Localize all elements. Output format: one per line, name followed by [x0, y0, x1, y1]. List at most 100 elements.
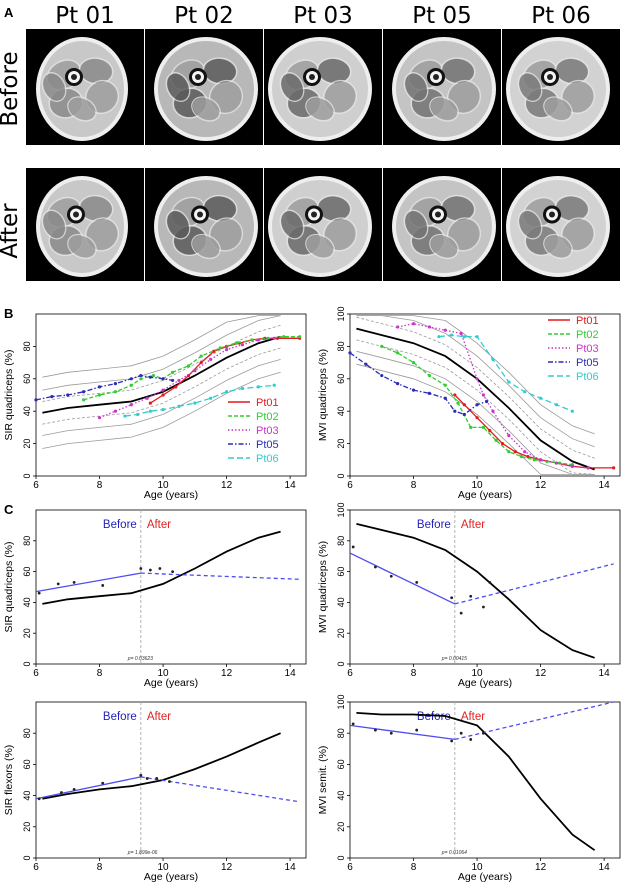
data-point — [532, 458, 536, 462]
data-point — [491, 409, 495, 413]
data-point — [50, 395, 54, 399]
data-point — [450, 333, 454, 337]
data-point — [209, 357, 213, 361]
data-point — [272, 383, 276, 387]
percentile-curve — [42, 347, 281, 425]
data-point — [145, 396, 149, 400]
series-line-pt03 — [397, 323, 589, 469]
data-point — [148, 401, 152, 405]
data-point — [389, 731, 393, 735]
data-point — [129, 377, 133, 381]
data-point — [129, 403, 133, 407]
data-point — [482, 731, 485, 735]
y-axis-label: MVI semit. (%) — [317, 746, 329, 815]
patient-header: Pt 03 — [293, 3, 353, 29]
percentile-curve — [42, 315, 281, 378]
x-tick-label: 14 — [599, 480, 611, 491]
data-point — [161, 393, 165, 397]
data-point — [282, 335, 286, 339]
y-tick-label: 100 — [336, 306, 346, 321]
data-point — [396, 382, 400, 386]
legend-label: Pt05 — [256, 439, 279, 451]
y-tick-label: 0 — [336, 661, 346, 666]
x-tick-label: 10 — [471, 668, 483, 679]
data-point — [177, 378, 181, 383]
data-point — [453, 393, 457, 397]
x-tick-label: 8 — [411, 862, 417, 873]
data-point — [97, 393, 102, 397]
x-tick-label: 8 — [411, 480, 417, 491]
y-tick-label: 40 — [336, 406, 346, 416]
y-tick-label: 80 — [336, 341, 346, 351]
data-point — [570, 464, 574, 468]
x-tick-label: 8 — [411, 668, 417, 679]
data-point — [186, 364, 191, 368]
patient-header: Pt 05 — [412, 3, 472, 29]
y-axis-label: SIR quadriceps (%) — [3, 349, 15, 440]
sir-quadriceps-before-after-chart: 6 8 10 12 14 0 20 40 60 80 Age (years) SIR quadrice… — [3, 509, 307, 688]
data-point — [475, 416, 479, 420]
data-point — [538, 458, 543, 462]
y-tick-label: 0 — [336, 473, 346, 478]
data-point — [66, 393, 70, 397]
x-tick-label: 12 — [221, 862, 233, 873]
p-value-label: p= 0.00415 — [441, 656, 467, 662]
percentile-curve — [356, 315, 595, 435]
mean-trajectory — [356, 712, 596, 851]
data-point — [554, 461, 559, 465]
x-tick-label: 8 — [97, 480, 103, 491]
data-point — [250, 338, 254, 342]
data-point — [148, 409, 152, 413]
data-point — [450, 739, 454, 743]
after-label: After — [147, 519, 171, 531]
x-tick-label: 6 — [347, 668, 353, 679]
data-point — [170, 370, 175, 374]
data-point — [523, 390, 527, 394]
y-tick-label: 40 — [22, 597, 32, 607]
data-point — [459, 731, 463, 735]
legend-label: Pt03 — [576, 343, 599, 355]
before-label: Before — [103, 519, 137, 531]
data-point — [389, 574, 393, 578]
data-point — [491, 357, 495, 361]
data-point — [37, 591, 41, 595]
data-point — [482, 605, 485, 609]
x-tick-label: 12 — [221, 668, 233, 679]
y-tick-label: 60 — [336, 567, 346, 577]
data-point — [161, 377, 165, 381]
legend-label: Pt05 — [576, 357, 599, 369]
data-point — [240, 343, 245, 347]
mri-thigh-scan — [383, 168, 501, 281]
data-point — [462, 335, 466, 339]
percentile-curve — [356, 339, 595, 475]
y-tick-label: 0 — [336, 855, 346, 860]
data-point — [380, 373, 384, 378]
data-point — [224, 348, 229, 352]
data-point — [427, 373, 432, 378]
data-point — [450, 596, 454, 600]
legend-label: Pt03 — [256, 425, 279, 437]
p-value-label: p= 0.03623 — [127, 656, 153, 662]
percentile-curve — [42, 315, 281, 391]
data-point — [348, 351, 352, 355]
patient-header: Pt 06 — [531, 3, 591, 29]
x-axis-label: Age (years) — [458, 871, 512, 882]
data-point — [459, 331, 463, 336]
fit-line-after — [454, 701, 614, 741]
data-point — [161, 407, 165, 412]
data-point — [101, 781, 105, 785]
data-point — [82, 398, 86, 402]
y-tick-label: 40 — [22, 406, 32, 416]
x-tick-label: 12 — [535, 862, 547, 873]
x-tick-label: 6 — [33, 668, 39, 679]
mri-thigh-scan — [26, 29, 144, 145]
series-line-pt02 — [83, 336, 300, 401]
data-point — [612, 466, 616, 470]
mri-thigh-scan — [264, 29, 382, 145]
data-point — [168, 780, 171, 783]
y-axis-label: MVI quadriceps (%) — [317, 541, 329, 633]
data-point — [488, 580, 492, 584]
data-point — [351, 545, 355, 549]
mvi-quadriceps-trajectories-chart: 6 8 10 12 14 0 20 40 60 80 100 Age (years) MVI quadr… — [317, 306, 621, 500]
p-value-label: p= 1.899e-06 — [127, 850, 158, 856]
